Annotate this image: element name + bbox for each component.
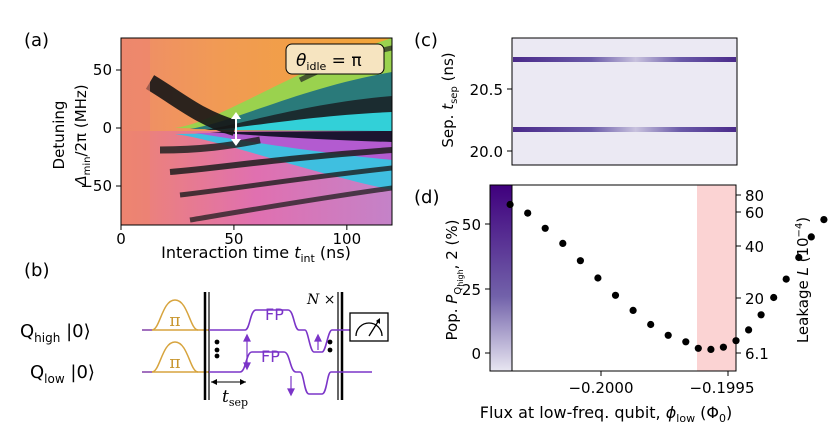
theta-idle-box xyxy=(285,43,385,75)
sep-ylabel: Sep. tsep (ns) xyxy=(439,52,460,147)
d-xtick-0-2000: −0.2000 xyxy=(568,379,633,397)
a-xtick-label: 50 xyxy=(224,230,243,248)
population-point xyxy=(611,291,620,299)
c-ytick-20-0: 20.0 xyxy=(470,143,503,161)
tsep-label: tsep xyxy=(222,387,248,409)
d-rtick-6-1: 6.1 xyxy=(745,345,769,363)
sep-band-lower xyxy=(513,127,736,132)
theta-idle-text: θidle = π xyxy=(296,51,362,73)
c-ytick-20-5: 20.5 xyxy=(470,81,503,99)
interaction-time-xlabel: Interaction time tint (ns) xyxy=(161,243,351,265)
population-point xyxy=(682,338,690,346)
a-xtick-label: 100 xyxy=(333,230,362,248)
population-scatter xyxy=(506,200,828,353)
population-point xyxy=(782,275,790,283)
flux-xlabel: Flux at low-freq. qubit, ϕlow (Φ0) xyxy=(480,403,733,425)
population-point xyxy=(757,311,765,319)
circuit-diagram: π π FP FP tsep N × xyxy=(142,292,389,409)
population-point xyxy=(707,345,715,353)
qlow-label: Qlow |0⟩ xyxy=(30,362,95,386)
d-rtick-60: 60 xyxy=(745,204,764,222)
population-point xyxy=(795,253,803,262)
pi-pulse-high: π xyxy=(169,311,180,331)
population-point xyxy=(506,200,514,209)
population-ylabel: Pop. PQhigh, 2 (%) xyxy=(443,220,465,341)
population-point xyxy=(664,331,672,339)
double-arrow-icon xyxy=(231,112,241,146)
d-rtick-80: 80 xyxy=(745,187,764,205)
population-point xyxy=(732,337,740,345)
population-point xyxy=(745,326,753,334)
d-rtick-20: 20 xyxy=(745,290,764,308)
a-xtick-label: 0 xyxy=(116,230,126,248)
leakage-ylabel: Leakage L (10−4) xyxy=(794,217,812,343)
population-point xyxy=(770,293,778,302)
a-ytick-label: 0 xyxy=(102,119,112,137)
a-ytick-label: 50 xyxy=(93,61,112,79)
plot-d-area xyxy=(490,185,736,371)
population-point xyxy=(807,233,815,241)
d-xtick-0-1995: −0.1995 xyxy=(689,379,754,397)
population-point xyxy=(647,320,655,329)
d-ytick-0: 0 xyxy=(471,345,481,363)
fp-low-label: FP xyxy=(261,347,280,366)
population-point xyxy=(594,274,602,282)
repeat-n-label: N × xyxy=(306,292,335,308)
detuning-ylabel-line2: Δmin/2π (MHz) xyxy=(72,84,93,186)
population-point xyxy=(576,257,585,265)
d-rtick-40: 40 xyxy=(745,238,764,256)
detuning-ylabel-line1: Detuning xyxy=(50,101,68,170)
qhigh-label: Qhigh |0⟩ xyxy=(20,321,91,345)
population-point xyxy=(719,343,728,351)
panel-c-label: (c) xyxy=(414,30,438,51)
a-ytick-label: −50 xyxy=(80,177,112,195)
fp-high-label: FP xyxy=(265,305,284,324)
population-point xyxy=(559,239,567,247)
leakage-highlight-region xyxy=(697,185,736,371)
sep-band-upper xyxy=(513,57,736,62)
population-point xyxy=(820,216,828,224)
pi-pulse-low: π xyxy=(169,353,180,373)
d-ytick-50: 50 xyxy=(462,216,481,234)
population-point xyxy=(629,306,637,314)
panel-d-label: (d) xyxy=(414,187,439,208)
population-point xyxy=(541,224,549,232)
d-ytick-25: 25 xyxy=(462,281,481,299)
population-point xyxy=(524,209,532,217)
panel-b-label: (b) xyxy=(24,260,49,281)
population-colorbar xyxy=(490,185,512,371)
panel-a-label: (a) xyxy=(24,30,49,51)
population-point xyxy=(694,344,702,352)
